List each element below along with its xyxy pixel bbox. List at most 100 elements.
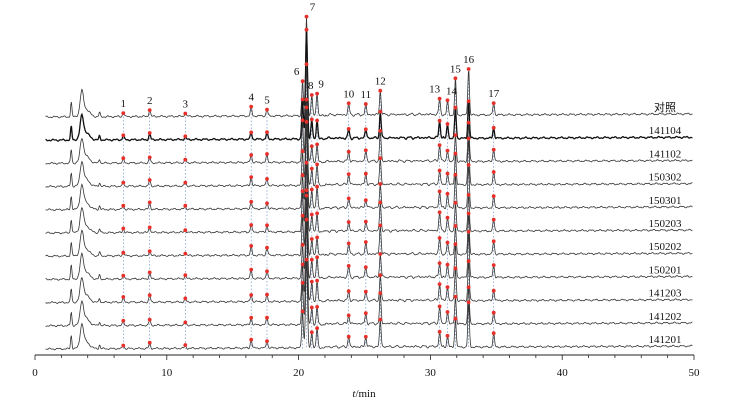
x-axis-label-unit: /min — [355, 388, 376, 400]
peak-label-13: 13 — [429, 84, 441, 96]
peak-marker-11 — [363, 127, 368, 132]
peak-markers — [121, 14, 496, 348]
peak-marker-15 — [453, 172, 458, 177]
peak-marker-15 — [453, 224, 458, 228]
x-tick-label: 20 — [293, 367, 305, 379]
peak-marker-4 — [249, 175, 254, 180]
peak-marker-17 — [491, 194, 496, 199]
sample-label: 141202 — [649, 311, 682, 323]
peak-label-14: 14 — [446, 85, 458, 97]
peak-marker-8 — [309, 166, 314, 171]
peak-marker-11 — [363, 240, 368, 244]
peak-marker-16 — [466, 259, 471, 264]
peak-marker-12 — [378, 291, 383, 295]
peak-marker-16 — [466, 136, 471, 141]
peak-marker-16 — [466, 163, 471, 167]
peak-marker-14 — [445, 191, 450, 196]
peak-marker-4 — [249, 244, 254, 248]
sample-trace-150301 — [45, 107, 693, 212]
peak-marker-11 — [363, 334, 368, 339]
peak-marker-1 — [121, 318, 126, 323]
peak-marker-9 — [315, 326, 319, 331]
peak-marker-6 — [300, 173, 305, 178]
sample-label: 141102 — [649, 148, 682, 160]
peak-marker-4 — [249, 104, 254, 109]
x-axis-ticks: 0 10 20 30 40 50 — [32, 355, 700, 379]
peak-marker-6 — [300, 189, 305, 194]
peak-marker-12 — [378, 317, 383, 322]
peak-marker-12 — [378, 109, 383, 114]
peak-marker-5 — [265, 223, 269, 228]
peak-label-12: 12 — [375, 76, 386, 88]
peak-marker-3 — [183, 134, 188, 139]
x-axis-label-variable: t — [352, 388, 356, 400]
peak-marker-9 — [315, 278, 319, 283]
peak-marker-10 — [346, 264, 351, 268]
sample-label: 141201 — [649, 334, 682, 346]
peak-marker-9 — [315, 211, 319, 216]
peak-marker-3 — [183, 157, 188, 162]
peak-marker-14 — [445, 98, 450, 103]
peak-marker-10 — [346, 126, 351, 131]
peak-marker-16 — [466, 285, 471, 289]
peak-marker-13 — [437, 143, 442, 148]
peak-marker-8 — [309, 212, 314, 217]
peak-marker-1 — [121, 295, 126, 299]
peak-marker-7 — [304, 188, 309, 193]
peak-marker-14 — [445, 333, 450, 338]
peak-marker-16 — [466, 211, 471, 216]
peak-marker-14 — [445, 285, 450, 289]
peak-marker-11 — [363, 102, 368, 106]
peak-marker-12 — [378, 273, 383, 278]
sample-label: 141203 — [649, 288, 683, 300]
peak-marker-9 — [315, 162, 319, 167]
sample-label: 150201 — [649, 264, 682, 276]
peak-marker-9 — [315, 255, 319, 260]
peak-marker-15 — [453, 316, 458, 321]
peak-marker-3 — [183, 111, 188, 116]
peak-marker-17 — [491, 263, 496, 267]
peak-marker-14 — [445, 122, 450, 126]
peak-label-4: 4 — [248, 92, 254, 104]
peak-marker-12 — [378, 200, 383, 205]
peak-marker-2 — [147, 249, 152, 254]
sample-trace-141104 — [45, 29, 693, 142]
peak-marker-5 — [265, 152, 269, 156]
peak-marker-12 — [378, 252, 383, 256]
peak-marker-7 — [304, 257, 309, 262]
peak-marker-12 — [378, 156, 383, 161]
peak-marker-16 — [466, 120, 471, 125]
peak-marker-1 — [121, 273, 126, 278]
peak-marker-15 — [453, 133, 458, 138]
peak-marker-8 — [309, 144, 314, 149]
peak-marker-17 — [491, 288, 496, 293]
peak-marker-16 — [466, 193, 471, 197]
sample-trace-141102 — [45, 64, 693, 165]
peak-marker-13 — [437, 304, 442, 309]
peak-marker-3 — [183, 343, 188, 347]
sample-label: 150302 — [649, 172, 682, 184]
x-tick-label: 0 — [32, 367, 38, 379]
peak-label-6: 6 — [294, 66, 300, 78]
peak-marker-7 — [304, 105, 309, 110]
peak-marker-4 — [249, 293, 254, 297]
peak-marker-15 — [453, 200, 458, 205]
sample-trace-141201 — [45, 259, 693, 351]
peak-marker-3 — [183, 320, 188, 325]
peak-marker-11 — [363, 219, 368, 224]
peak-marker-9 — [315, 305, 319, 309]
peak-marker-3 — [183, 180, 188, 185]
peak-marker-10 — [346, 289, 351, 294]
peak-marker-6 — [300, 149, 305, 154]
peak-marker-1 — [121, 133, 126, 138]
x-tick-label: 50 — [689, 367, 701, 379]
peak-marker-7 — [304, 217, 309, 222]
peak-label-15: 15 — [450, 63, 462, 75]
chromatogram-traces — [45, 16, 693, 351]
peak-marker-9 — [315, 235, 319, 240]
peak-marker-1 — [121, 111, 126, 115]
peak-marker-7 — [304, 97, 309, 102]
peak-marker-6 — [300, 280, 305, 285]
peak-marker-5 — [265, 339, 269, 343]
